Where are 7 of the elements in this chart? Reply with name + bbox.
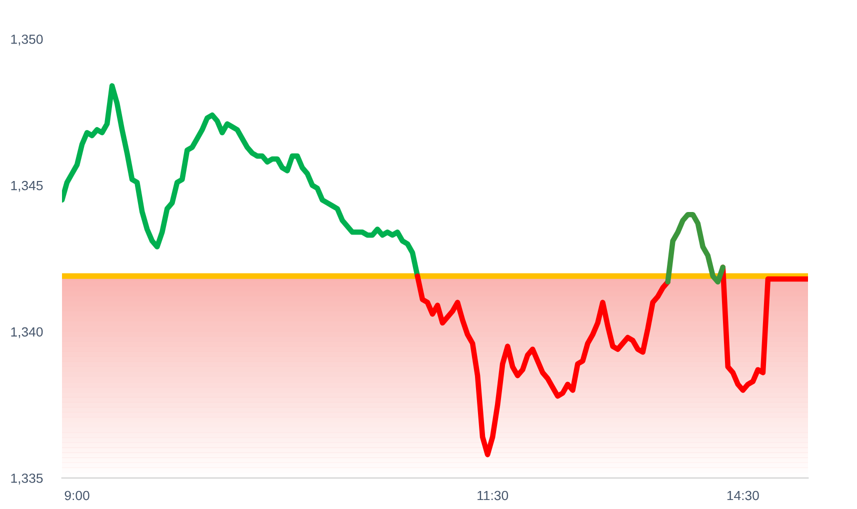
y-tick-label: 1,335 — [11, 474, 43, 484]
y-tick-label: 1,345 — [11, 180, 43, 192]
y-tick-label: 1,350 — [11, 34, 43, 46]
x-tick-label: 11:30 — [478, 490, 508, 500]
x-tick-label: 9:00 — [64, 490, 90, 500]
y-tick-label: 1,340 — [11, 327, 43, 338]
x-tick-label: 14:30 — [727, 490, 759, 500]
